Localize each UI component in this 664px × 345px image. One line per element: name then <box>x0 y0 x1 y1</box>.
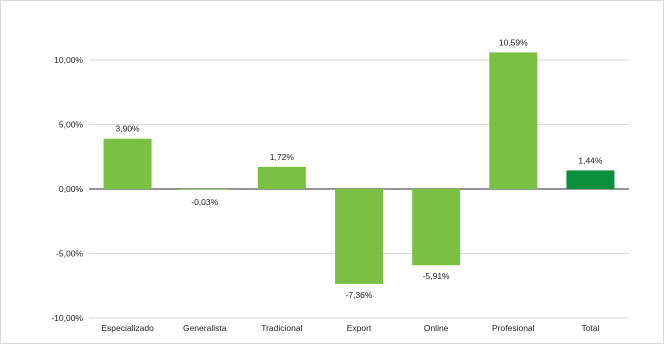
y-tick-label: -5,00% <box>56 249 83 259</box>
y-tick-label: 5,00% <box>59 120 84 130</box>
data-label-profesional: 10,59% <box>499 37 528 47</box>
y-axis-ticks: 10,00% 5,00% 0,00% -5,00% -10,00% <box>51 55 83 323</box>
y-tick-label: -10,00% <box>51 313 83 323</box>
data-label-tradicional: 1,72% <box>270 152 295 162</box>
bar-especializado <box>103 138 152 189</box>
category-label-online: Online <box>424 323 449 333</box>
bar-profesional <box>489 52 538 189</box>
data-label-online: -5,91% <box>423 271 450 281</box>
data-label-total: 1,44% <box>578 155 603 165</box>
bar-export <box>335 189 383 284</box>
category-label-tradicional: Tradicional <box>261 323 302 333</box>
data-label-especializado: 3,90% <box>116 124 141 134</box>
x-axis-categories: Especializado Generalista Tradicional Expor… <box>101 323 599 333</box>
bar-total <box>566 170 615 189</box>
category-label-total: Total <box>581 323 599 333</box>
category-label-generalista: Generalista <box>183 323 227 333</box>
y-tick-label: 0,00% <box>59 184 84 194</box>
data-labels: 3,90% -0,03% 1,72% -7,36% -5,91% 10,59% 1,44% <box>116 37 603 300</box>
y-tick-label: 10,00% <box>54 55 83 65</box>
bars <box>103 52 615 284</box>
bar-online <box>412 189 461 266</box>
category-label-especializado: Especializado <box>101 323 154 333</box>
category-label-profesional: Profesional <box>492 323 535 333</box>
bar-generalista <box>180 189 229 190</box>
bar-tradicional <box>257 166 306 189</box>
category-label-export: Export <box>347 323 372 333</box>
data-label-generalista: -0,03% <box>191 197 218 207</box>
data-label-export: -7,36% <box>346 290 373 300</box>
